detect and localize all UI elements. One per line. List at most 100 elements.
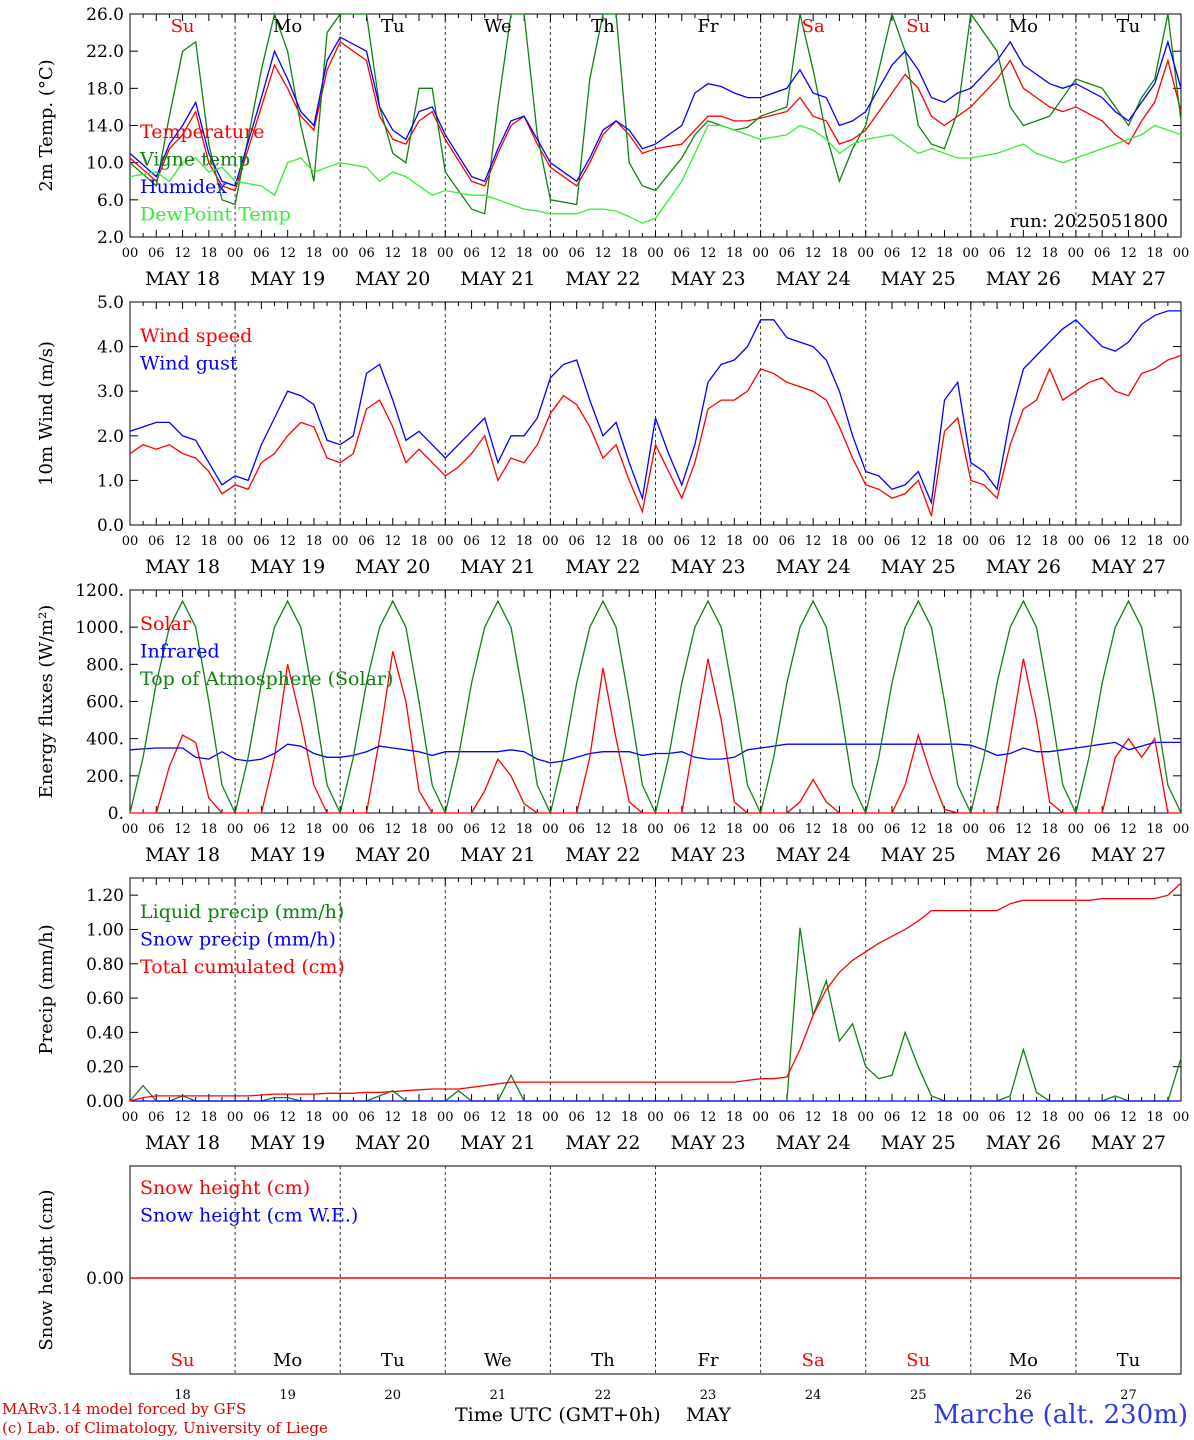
hour-label: 00: [752, 534, 769, 549]
hour-label: 00: [1173, 534, 1190, 549]
date-label: MAY 20: [355, 1132, 430, 1154]
y-tick-label: 1.0: [97, 471, 124, 491]
y-tick-label: 0.20: [86, 1058, 124, 1078]
hour-label: 00: [122, 534, 139, 549]
hour-label: 12: [384, 1110, 401, 1125]
hour-label: 12: [1120, 246, 1137, 261]
hour-label: 00: [332, 1110, 349, 1125]
hour-label: 18: [411, 534, 428, 549]
hour-label: 06: [1094, 822, 1111, 837]
date-label: MAY 21: [460, 268, 535, 290]
hour-label: 12: [1120, 1110, 1137, 1125]
hour-label: 00: [227, 246, 244, 261]
hour-label: 06: [674, 246, 691, 261]
date-label: MAY 19: [250, 268, 325, 290]
hour-label: 00: [1068, 1110, 1085, 1125]
hour-label: 00: [122, 246, 139, 261]
hour-label: 12: [279, 1110, 296, 1125]
hour-label: 06: [463, 534, 480, 549]
hour-label: 12: [279, 246, 296, 261]
y-axis-label: Snow height (cm): [36, 1189, 57, 1350]
y-tick-label: 1.20: [86, 886, 124, 906]
series-line-4: [129, 124, 1182, 224]
day-number: 22: [595, 1388, 612, 1403]
hour-label: 06: [253, 1110, 270, 1125]
hour-label: 06: [884, 822, 901, 837]
hour-label: 06: [358, 822, 375, 837]
hour-label: 00: [752, 246, 769, 261]
legend-entry: Vigne temp: [139, 149, 250, 171]
hour-label: 12: [1015, 246, 1032, 261]
date-label: MAY 24: [776, 556, 851, 578]
y-axis-label: Precip (mm/h): [36, 924, 57, 1054]
hour-label: 12: [805, 534, 822, 549]
date-label: MAY 23: [670, 268, 745, 290]
date-label: MAY 26: [986, 844, 1061, 866]
hour-label: 06: [253, 246, 270, 261]
y-tick-label: 0.40: [86, 1023, 124, 1043]
hour-label: 18: [726, 822, 743, 837]
hour-label: 00: [437, 246, 454, 261]
hour-label: 06: [989, 534, 1006, 549]
day-letter: Sa: [802, 16, 825, 37]
hour-label: 00: [227, 534, 244, 549]
hour-label: 00: [1068, 534, 1085, 549]
y-tick-label: 22.0: [86, 42, 124, 62]
hour-label: 18: [831, 822, 848, 837]
hour-label: 06: [884, 246, 901, 261]
hour-label: 06: [989, 246, 1006, 261]
y-tick-label: 800.: [86, 655, 124, 675]
date-label: MAY 24: [776, 1132, 851, 1154]
date-label: MAY 26: [986, 268, 1061, 290]
day-letter: Fr: [698, 1350, 719, 1371]
day-letter: Tu: [1117, 16, 1141, 37]
day-number: 18: [174, 1388, 191, 1403]
hour-label: 18: [306, 246, 323, 261]
series-line-1: [129, 927, 1182, 1102]
run-label: run: 2025051800: [1010, 211, 1168, 232]
series-line-2: [129, 310, 1181, 506]
y-tick-label: 0.: [108, 804, 124, 824]
date-label: MAY 25: [881, 1132, 956, 1154]
hour-label: 12: [700, 246, 717, 261]
y-tick-label: 600.: [86, 693, 124, 713]
hour-label: 18: [726, 1110, 743, 1125]
day-number: 20: [384, 1388, 401, 1403]
date-label: MAY 23: [670, 844, 745, 866]
hour-label: 06: [358, 534, 375, 549]
hour-label: 06: [253, 822, 270, 837]
hour-label: 18: [936, 1110, 953, 1125]
hour-label: 18: [1041, 1110, 1058, 1125]
hour-label: 06: [779, 246, 796, 261]
date-label: MAY 20: [355, 556, 430, 578]
hour-label: 00: [332, 246, 349, 261]
hour-label: 06: [779, 822, 796, 837]
hour-label: 12: [490, 1110, 507, 1125]
day-letter: Mo: [273, 1350, 302, 1371]
hour-label: 12: [805, 246, 822, 261]
hour-label: 18: [1146, 246, 1163, 261]
hour-label: 06: [1094, 534, 1111, 549]
y-tick-label: 1200.: [75, 581, 124, 601]
y-tick-label: 1000.: [75, 618, 124, 638]
hour-label: 18: [516, 246, 533, 261]
hour-label: 06: [1094, 1110, 1111, 1125]
hour-label: 00: [437, 534, 454, 549]
y-tick-label: 5.0: [97, 293, 124, 313]
y-tick-label: 0.00: [86, 1269, 124, 1289]
hour-label: 06: [779, 1110, 796, 1125]
day-letter: Fr: [698, 16, 719, 37]
panel-2: 00 06 12 18 00 06 12 18 00 06 12 18 00 06 12 18 00 06 12 18…: [36, 293, 1189, 578]
hour-label: 12: [1120, 822, 1137, 837]
series-line-2: [129, 11, 1182, 215]
day-letter: Tu: [381, 16, 405, 37]
day-letter: Mo: [1009, 1350, 1038, 1371]
date-label: MAY 26: [986, 1132, 1061, 1154]
hour-label: 12: [595, 822, 612, 837]
hour-label: 18: [936, 534, 953, 549]
panel-3: 00 06 12 18 00 06 12 18 00 06 12 18 00 06 12 18 00 06 12 18…: [36, 581, 1189, 866]
panel-1: 00 06 12 18 00 06 12 18 00 06 12 18 00 06 12 18 00 06 12 18…: [36, 5, 1189, 290]
hour-label: 18: [1041, 246, 1058, 261]
day-letter: Th: [591, 16, 615, 37]
